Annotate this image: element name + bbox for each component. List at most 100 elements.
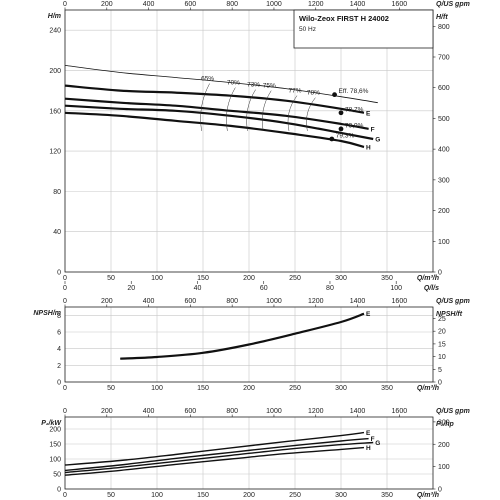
x-tick-label: 300	[335, 492, 347, 499]
x-tick-label: 50	[107, 275, 115, 282]
top-tick-label: 600	[185, 408, 197, 415]
top-tick-label: 800	[226, 1, 238, 8]
right-tick-label: 100	[438, 464, 450, 471]
right-tick-label: 300	[438, 419, 450, 426]
best-efficiency-point	[332, 92, 337, 98]
y-tick-label: 40	[53, 229, 61, 236]
top-tick-label: 1000	[266, 1, 282, 8]
x-tick-label: 350	[381, 275, 393, 282]
efficiency-point-label: 78,7%	[345, 106, 364, 113]
right-tick-label: 10	[438, 354, 446, 361]
top-tick-label: 1200	[308, 298, 324, 305]
right-tick-label: 100	[438, 239, 450, 246]
head-panel: 0 50 100 150 200 250 300 350 0 40 80 120 160 200 240 0 2…	[48, 1, 470, 282]
efficiency-label: 75%	[263, 83, 276, 90]
efficiency-label: 70%	[227, 80, 240, 87]
x-tick-label: 150	[197, 275, 209, 282]
right-tick-label: 200	[438, 208, 450, 215]
y-tick-label: 100	[49, 457, 61, 464]
mid-tick-label: 100	[390, 285, 402, 292]
head-curve-F	[64, 97, 369, 130]
curve-label-F: F	[371, 126, 375, 133]
x-tick-label: 200	[243, 385, 255, 392]
top-tick-label: 1600	[392, 1, 408, 8]
top-axis-label: Q/US gpm	[436, 298, 470, 305]
right-tick-label: 200	[438, 442, 450, 449]
best-efficiency-point	[338, 126, 344, 132]
efficiency-point-label: 79,9%	[345, 122, 364, 129]
top-tick-label: 1400	[350, 298, 366, 305]
y-tick-label: 0	[57, 270, 61, 277]
mid-tick-label: 80	[326, 285, 334, 292]
curve-label-H: H	[366, 445, 371, 452]
head-curve-max	[64, 65, 378, 104]
x-axis-label: Q/m³/h	[417, 492, 439, 499]
top-tick-label: 400	[143, 408, 155, 415]
mid-tick-label: 60	[260, 285, 268, 292]
efficiency-label: 78%	[307, 90, 320, 97]
power-curve-H	[64, 446, 365, 476]
x-tick-label: 250	[289, 492, 301, 499]
right-tick-label: 800	[438, 24, 450, 31]
x-tick-label: 100	[151, 492, 163, 499]
x-tick-label: 0	[63, 275, 67, 282]
curve-label-H: H	[366, 145, 371, 152]
x-axis-label: Q/m³/h	[417, 275, 439, 282]
best-efficiency-point	[329, 136, 335, 142]
right-tick-label: 0	[438, 487, 442, 494]
y-tick-label: 160	[49, 108, 61, 115]
x-tick-label: 100	[151, 385, 163, 392]
y-tick-label: 200	[49, 68, 61, 75]
efficiency-point-label: Eff. 78,6%	[339, 88, 369, 95]
efficiency-label: 65%	[201, 76, 214, 83]
y-tick-label: 50	[53, 472, 61, 479]
top-tick-label: 1400	[350, 408, 366, 415]
mid-tick-label: 40	[194, 285, 202, 292]
top-tick-label: 200	[101, 298, 113, 305]
head-curve-H	[64, 111, 365, 149]
curve-label-G: G	[375, 136, 380, 143]
chart-title: Wilo-Zeox FIRST H 24002	[299, 14, 389, 23]
iso-efficiency-line	[200, 83, 210, 131]
y-axis-label: P₂/kW	[41, 420, 62, 427]
x-tick-label: 200	[243, 275, 255, 282]
iso-efficiency-line	[226, 87, 236, 131]
top-tick-label: 400	[143, 1, 155, 8]
top-tick-label: 800	[226, 298, 238, 305]
curve-label-F: F	[371, 436, 375, 443]
mid-tick-label: 0	[63, 285, 67, 292]
iso-efficiency-line	[246, 89, 256, 131]
iso-efficiency-line	[287, 95, 298, 131]
curve-label-E: E	[366, 110, 371, 117]
right-tick-label: 300	[438, 177, 450, 184]
top-tick-label: 1600	[392, 298, 408, 305]
efficiency-point-label: 79,3%	[336, 132, 355, 139]
y-tick-label: 2	[57, 363, 61, 370]
plot-frame	[64, 416, 434, 490]
x-tick-label: 300	[335, 275, 347, 282]
y-tick-label: 200	[49, 427, 61, 434]
top-tick-label: 0	[63, 1, 67, 8]
right-tick-label: 20	[438, 329, 446, 336]
x-tick-label: 350	[381, 492, 393, 499]
x-tick-label: 250	[289, 385, 301, 392]
right-axis-label: H/ft	[436, 14, 448, 21]
top-tick-label: 0	[63, 408, 67, 415]
top-tick-label: 1600	[392, 408, 408, 415]
x-tick-label: 100	[151, 275, 163, 282]
power-panel: 0 50 100 150 200 250 300 350 0 50 100 150 200 0 200 400…	[41, 408, 470, 499]
right-axis-label: P₂/hp	[436, 421, 455, 428]
x-tick-label: 50	[107, 385, 115, 392]
right-tick-label: 400	[438, 147, 450, 154]
top-tick-label: 1200	[308, 1, 324, 8]
head-curve-G	[64, 104, 374, 141]
y-tick-label: 8	[57, 313, 61, 320]
top-tick-label: 1400	[350, 1, 366, 8]
x-tick-label: 0	[63, 492, 67, 499]
y-tick-label: 240	[49, 28, 61, 35]
y-axis-label: H/m	[48, 13, 61, 20]
y-axis-label: NPSH/m	[33, 310, 61, 317]
curve-label-E: E	[366, 311, 371, 318]
right-tick-label: 0	[438, 270, 442, 277]
